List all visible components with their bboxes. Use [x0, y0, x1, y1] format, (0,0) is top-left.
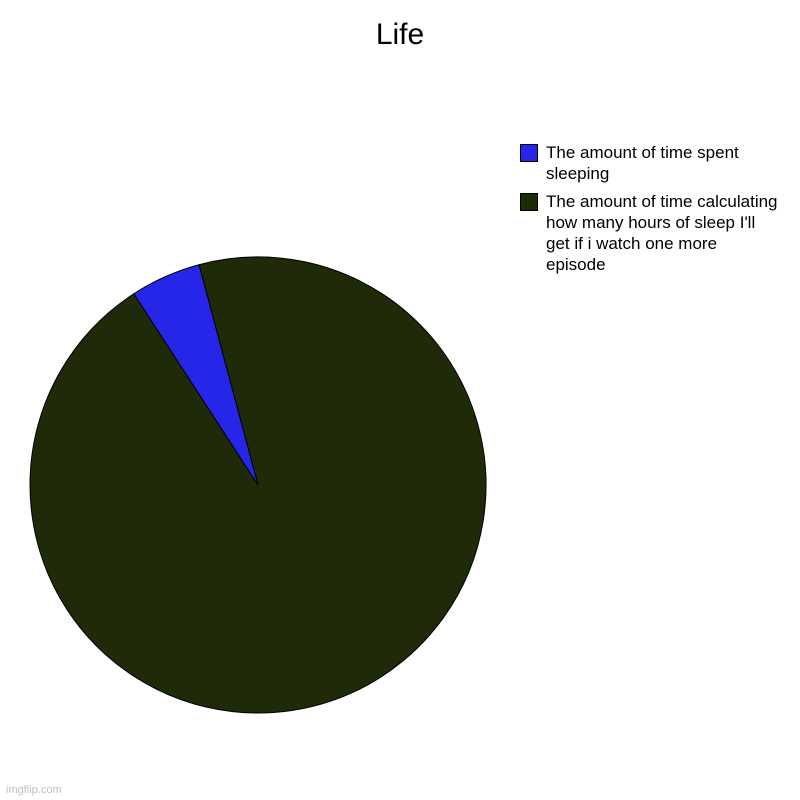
legend-swatch: [520, 144, 538, 162]
legend-item: The amount of time calculating how many …: [520, 191, 780, 276]
pie-chart: [28, 255, 488, 720]
chart-title: Life: [0, 18, 800, 52]
legend-item: The amount of time spent sleeping: [520, 142, 780, 185]
pie-svg: [28, 255, 488, 715]
chart-canvas: Life The amount of time spent sleepingTh…: [0, 0, 800, 800]
legend: The amount of time spent sleeping The amo…: [520, 142, 780, 282]
legend-swatch: [520, 193, 538, 211]
legend-label: The amount of time spent sleeping: [546, 142, 780, 185]
legend-label: The amount of time calculating how many …: [546, 191, 780, 276]
watermark: imgflip.com: [6, 784, 62, 796]
